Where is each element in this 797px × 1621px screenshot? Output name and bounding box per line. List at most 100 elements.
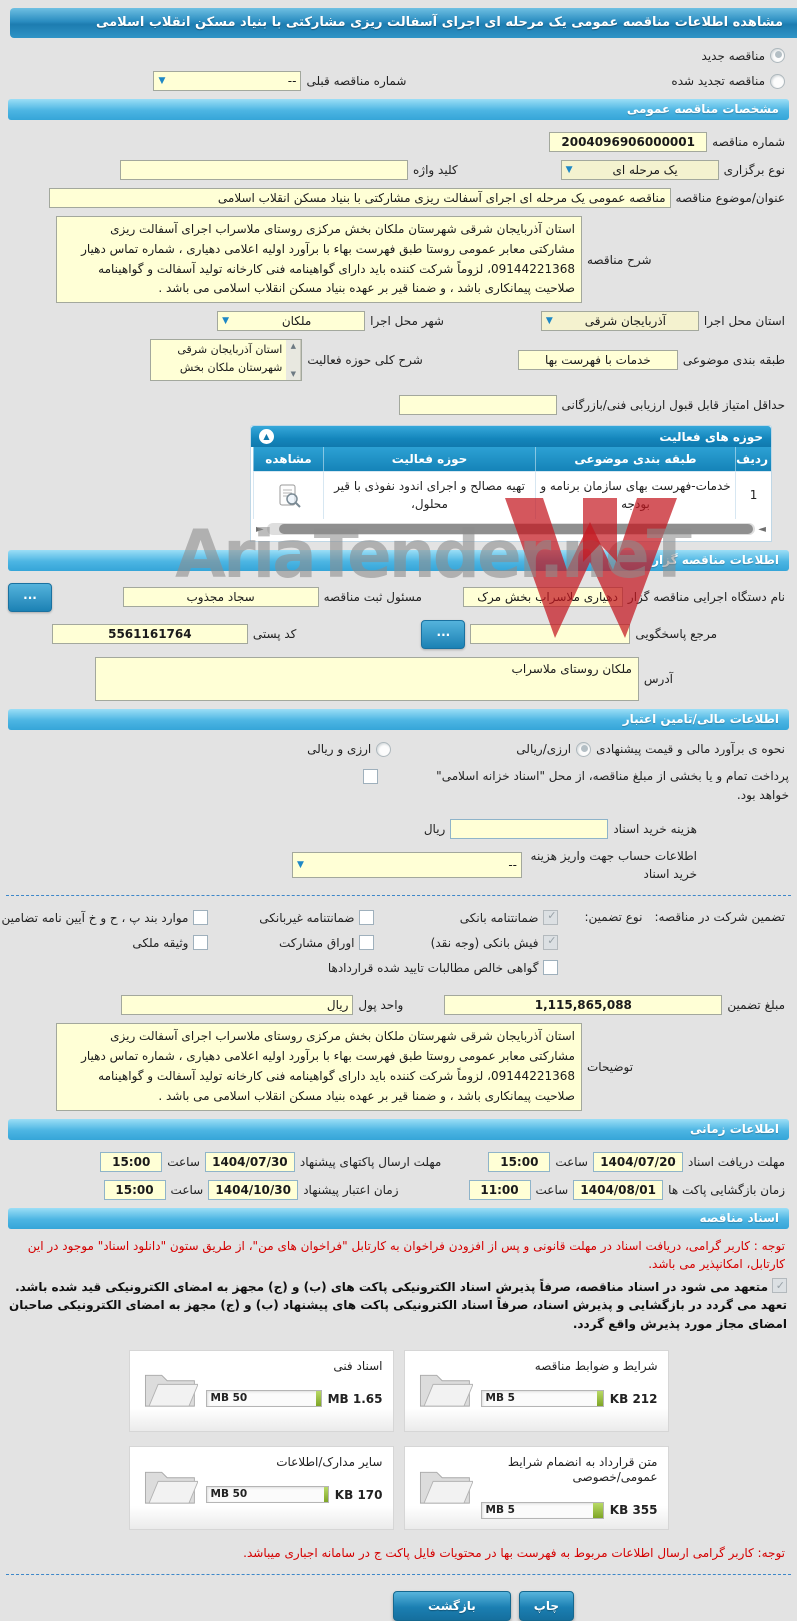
bonds-checkbox[interactable] [359,935,375,951]
submit-deadline-date[interactable]: 1404/07/30 [204,1151,295,1172]
treasury-checkbox[interactable] [363,768,378,784]
price-list-notice: توجه: کاربر گرامی ارسال اطلاعات مربوط به… [243,1545,785,1560]
file-size: 212 KB [609,1391,658,1406]
desc-textarea[interactable]: استان آذربایجان شرقی شهرستان ملکان بخش م… [56,216,582,304]
collapse-icon[interactable]: ▲ [259,429,274,445]
col-activity: حوزه فعالیت [323,447,535,472]
agency-input[interactable]: دهیاری ملاسراب بخش مرک [462,587,623,608]
doc-fee-row: هزینه خرید اسناد ریال [0,819,797,840]
back-button[interactable]: بازگشت [392,1591,511,1621]
print-button[interactable]: چاپ [518,1591,575,1621]
file-card-other[interactable]: سایر مدارک/اطلاعات 170 KB 50 MB [128,1445,394,1530]
scrollbar-thumb[interactable] [278,524,754,535]
page-title: مشاهده اطلاعات مناقصه عمومی یک مرحله ای … [10,8,797,38]
property-collateral-checkbox[interactable] [193,935,209,951]
file-card-body: متن قرارداد به انضمام شرایط عمومی/خصوصی … [480,1455,658,1519]
folder-icon[interactable] [140,1364,199,1415]
option-label: اوراق مشارکت [279,935,355,950]
hour-label: ساعت [555,1154,588,1169]
category-label: طبقه بندی موضوعی [682,353,785,368]
col-category: طبقه بندی موضوعی [535,447,735,472]
scroll-down-icon[interactable]: ▼ [290,370,297,379]
estimate-both-radio[interactable] [376,741,392,757]
scope-scrollbar[interactable]: ▲ ▼ [286,340,302,381]
horizontal-scrollbar[interactable]: ◄ ► [256,522,766,537]
bank-receipt-checkbox[interactable] [543,934,559,951]
amount-input[interactable]: 1,115,865,088 [444,995,723,1016]
guarantee-col-2: ضمانتنامه غیربانکی اوراق مشارکت [234,910,375,951]
net-claims-checkbox[interactable] [543,960,559,976]
folder-icon[interactable] [415,1461,474,1512]
registrar-more-button[interactable]: ... [8,582,52,612]
prev-tender-no-select[interactable]: -- ▼ [153,71,302,91]
receive-deadline-time[interactable]: 15:00 [488,1151,551,1172]
scroll-up-icon[interactable]: ▲ [290,342,297,351]
bank-guarantee-checkbox[interactable] [543,909,559,926]
estimate-rial-radio[interactable] [576,741,592,757]
divider-dashed [6,895,791,897]
tender-no-row: شماره مناقصه 2004096906000001 [0,132,797,152]
opening-date[interactable]: 1404/08/01 [573,1179,664,1200]
ref-more-button[interactable]: ... [421,619,466,649]
scrollbar-track[interactable] [266,523,756,536]
scroll-left-icon[interactable]: ► [256,523,264,535]
file-card-body: اسناد فنی 1.65 MB 50 MB [205,1358,383,1421]
hour-label: ساعت [535,1182,569,1197]
estimate-rial-label: ارزی/ریالی [516,742,572,757]
submit-deadline-time[interactable]: 15:00 [100,1151,163,1172]
opening-time[interactable]: 11:00 [468,1179,531,1200]
view-document-icon[interactable] [276,483,302,509]
currency-unit-label: واحد پول [358,998,404,1013]
min-score-input[interactable] [398,395,557,416]
type-select[interactable]: یک مرحله ای ▼ [560,160,719,180]
file-title: اسناد فنی [333,1358,383,1373]
folder-icon[interactable] [415,1364,474,1415]
progress-bar: 50 MB [205,1390,322,1408]
new-tender-radio[interactable] [770,48,785,63]
nonbank-guarantee-checkbox[interactable] [359,910,375,926]
file-card-contract[interactable]: متن قرارداد به انضمام شرایط عمومی/خصوصی … [403,1445,669,1530]
registrar-input[interactable]: سجاد مجذوب [122,587,319,608]
opening-time-label: زمان بازگشایی پاکت ها [668,1182,785,1197]
renewed-tender-radio[interactable] [770,73,785,89]
scope-textarea[interactable]: ▲ ▼ استان آذربایجان شرقی شهرستان ملکان بخ… [150,339,303,382]
desc-label: شرح مناقصه [587,252,652,267]
estimate-both-label: ارزی و ریالی [307,742,372,757]
type-row: نوع برگزاری یک مرحله ای ▼ کلید واژه [0,160,797,180]
province-value: آذربایجان شرقی [584,314,667,329]
subject-input[interactable]: مناقصه عمومی یک مرحله ای اجرای آسفالت ری… [48,188,671,208]
file-max-size: 50 MB [210,1392,248,1405]
chevron-down-icon: ▼ [297,860,304,871]
currency-unit-input[interactable]: ریال [121,995,354,1016]
min-score-row: حداقل امتیاز قابل قبول ارزیابی فنی/بازرگ… [0,395,797,416]
keyword-input[interactable] [120,160,409,180]
province-select[interactable]: آذربایجان شرقی ▼ [540,311,699,332]
account-select[interactable]: -- ▼ [292,852,522,879]
schedule-row-2: زمان بازگشایی پاکت ها 1404/08/01 ساعت 11… [0,1179,797,1200]
section-schedule: اطلاعات زمانی [8,1118,789,1140]
validity-date[interactable]: 1404/10/30 [208,1179,299,1200]
postal-input[interactable]: 5561161764 [51,624,248,645]
pledge-checkbox[interactable] [772,1277,787,1294]
type-value: یک مرحله ای [612,163,678,177]
bylaw-cases-checkbox[interactable] [193,910,209,926]
doc-fee-input[interactable] [450,819,609,840]
new-tender-label: مناقصه جدید [701,48,765,63]
receive-deadline-date[interactable]: 1404/07/20 [592,1151,683,1172]
ref-input[interactable] [470,624,631,645]
scroll-right-icon[interactable]: ◄ [758,523,766,535]
category-input[interactable]: خدمات با فهرست بها [517,350,678,371]
file-title: سایر مدارک/اطلاعات [276,1454,383,1469]
category-row: طبقه بندی موضوعی خدمات با فهرست بها شرح … [0,339,797,382]
chevron-down-icon: ▼ [565,165,573,175]
address-textarea[interactable]: ملکان روستای ملاسراب [94,656,639,701]
view-document-icon[interactable] [253,471,323,519]
province-row: استان محل اجرا آذربایجان شرقی ▼ شهر محل … [0,311,797,332]
validity-time[interactable]: 15:00 [103,1179,166,1200]
folder-icon[interactable] [140,1461,199,1512]
file-card-technical[interactable]: اسناد فنی 1.65 MB 50 MB [128,1349,394,1432]
notes-textarea[interactable]: استان آذربایجان شرقی شهرستان ملکان بخش م… [56,1023,582,1111]
city-select[interactable]: ملکان ▼ [217,311,366,332]
pledge-body: متعهد می شود در اسناد مناقصه، صرفاً پذیر… [8,1279,787,1331]
file-card-terms[interactable]: شرایط و ضوابط مناقصه 212 KB 5 MB [403,1349,669,1432]
